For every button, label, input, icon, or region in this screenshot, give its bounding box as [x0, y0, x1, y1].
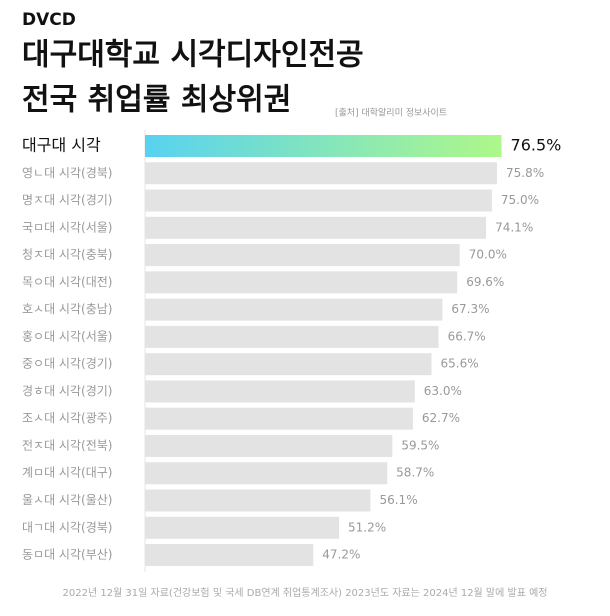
category-label: 국ㅁ대 시각(서울) — [22, 220, 112, 234]
category-label: 전ㅈ대 시각(전북) — [22, 438, 112, 452]
bar — [145, 380, 415, 403]
category-label: 홍ㅇ대 시각(서울) — [22, 329, 112, 343]
value-label: 76.5% — [511, 136, 562, 155]
highlight-bar — [145, 135, 502, 157]
value-label: 62.7% — [422, 411, 460, 425]
bar — [145, 298, 443, 321]
category-label: 호ㅅ대 시각(충남) — [22, 302, 112, 316]
bar — [145, 189, 492, 212]
value-label: 75.8% — [506, 166, 544, 180]
value-label: 47.2% — [322, 548, 360, 562]
value-label: 75.0% — [501, 193, 539, 207]
category-label: 목ㅇ대 시각(대전) — [22, 275, 112, 289]
category-label: 계ㅁ대 시각(대구) — [22, 466, 112, 480]
category-label: 청ㅈ대 시각(충북) — [22, 248, 112, 262]
category-label: 동ㅁ대 시각(부산) — [22, 548, 112, 562]
bar — [145, 489, 371, 512]
footnote: 2022년 12월 31일 자료(건강보험 및 국세 DB연계 취업통계조사) … — [63, 586, 548, 599]
bar — [145, 271, 458, 294]
bar — [145, 407, 413, 430]
category-label: 경ㅎ대 시각(경기) — [22, 384, 112, 398]
category-label: 울ㅅ대 시각(울산) — [22, 493, 112, 507]
category-label: 명ㅈ대 시각(경기) — [22, 193, 112, 207]
category-label: 영ㄴ대 시각(경북) — [22, 166, 112, 180]
value-label: 74.1% — [495, 220, 533, 234]
category-label: 대ㄱ대 시각(경북) — [22, 520, 112, 534]
category-label: 조ㅅ대 시각(광주) — [22, 411, 112, 425]
value-label: 63.0% — [424, 384, 462, 398]
bar — [145, 325, 439, 348]
category-label: 대구대 시각 — [22, 136, 101, 155]
chart-subtitle: 전국 취업률 최상위권 — [22, 83, 291, 118]
value-label: 58.7% — [396, 466, 434, 480]
brand: DVCD — [22, 10, 76, 30]
bar — [145, 462, 388, 485]
bar — [145, 516, 339, 539]
bar — [145, 434, 393, 457]
value-label: 69.6% — [466, 275, 504, 289]
value-label: 51.2% — [348, 520, 386, 534]
value-label: 65.6% — [440, 357, 478, 371]
value-label: 56.1% — [379, 493, 417, 507]
bar — [145, 216, 487, 239]
value-label: 70.0% — [469, 248, 507, 262]
bar — [145, 353, 432, 376]
chart-title: 대구대학교 시각디자인전공 — [22, 38, 364, 73]
value-label: 59.5% — [401, 438, 439, 452]
category-label: 중ㅇ대 시각(경기) — [22, 357, 112, 371]
bar — [145, 544, 314, 567]
value-label: 66.7% — [448, 329, 486, 343]
value-label: 67.3% — [451, 302, 489, 316]
bar — [145, 162, 498, 185]
bar — [145, 244, 460, 267]
source: [출처] 대학알리미 정보사이트 — [335, 107, 447, 119]
